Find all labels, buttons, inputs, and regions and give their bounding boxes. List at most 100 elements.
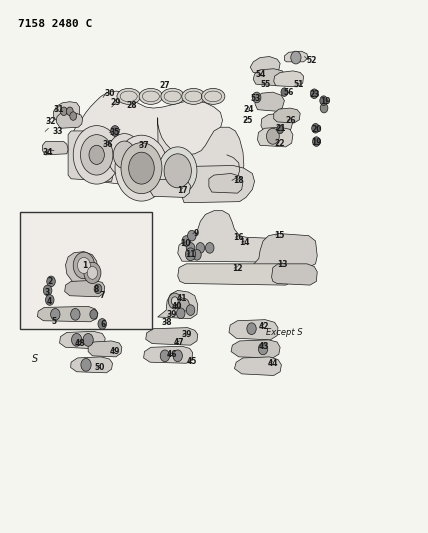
Polygon shape (144, 346, 193, 364)
Polygon shape (158, 290, 198, 319)
Text: 18: 18 (233, 176, 244, 185)
Polygon shape (54, 102, 80, 120)
Circle shape (129, 152, 154, 184)
Circle shape (253, 92, 261, 103)
Text: 30: 30 (104, 88, 115, 98)
Text: 51: 51 (293, 79, 303, 88)
Text: 41: 41 (177, 294, 187, 303)
Polygon shape (68, 91, 240, 188)
Text: 8: 8 (94, 285, 99, 294)
Text: 5: 5 (52, 317, 57, 326)
Ellipse shape (139, 88, 163, 104)
Circle shape (115, 135, 168, 201)
Polygon shape (272, 264, 317, 285)
Text: 16: 16 (234, 233, 244, 242)
Text: 25: 25 (242, 116, 253, 125)
Circle shape (81, 359, 91, 371)
Polygon shape (252, 233, 317, 268)
Text: 43: 43 (259, 342, 270, 351)
Polygon shape (65, 252, 98, 282)
Text: 40: 40 (172, 302, 182, 311)
Circle shape (113, 141, 136, 168)
Text: 29: 29 (110, 98, 121, 107)
Bar (20, 212, 152, 329)
Circle shape (193, 249, 201, 260)
Circle shape (310, 89, 318, 99)
Circle shape (70, 112, 77, 120)
Polygon shape (178, 211, 291, 262)
Text: 47: 47 (174, 338, 185, 347)
Text: 28: 28 (126, 101, 137, 110)
Text: 39: 39 (181, 330, 191, 339)
Polygon shape (255, 92, 284, 111)
Polygon shape (229, 320, 278, 340)
Circle shape (47, 276, 55, 287)
Polygon shape (88, 341, 122, 357)
Circle shape (281, 88, 288, 96)
Polygon shape (42, 142, 68, 155)
Text: 52: 52 (306, 56, 316, 64)
Polygon shape (209, 173, 243, 193)
Circle shape (320, 103, 328, 113)
Polygon shape (176, 165, 255, 203)
Circle shape (71, 334, 82, 346)
Polygon shape (250, 56, 280, 74)
Circle shape (83, 334, 93, 346)
Polygon shape (274, 71, 303, 87)
Text: 27: 27 (160, 81, 170, 90)
Circle shape (84, 262, 101, 284)
Circle shape (164, 154, 191, 188)
Text: 55: 55 (260, 79, 270, 88)
Text: 6: 6 (101, 320, 106, 329)
Circle shape (185, 248, 196, 261)
Circle shape (60, 107, 67, 116)
Ellipse shape (182, 88, 205, 104)
Circle shape (94, 284, 102, 294)
Circle shape (182, 236, 190, 246)
Polygon shape (231, 340, 280, 358)
Circle shape (168, 293, 181, 309)
Polygon shape (261, 114, 293, 133)
Polygon shape (274, 108, 300, 123)
Text: 38: 38 (161, 318, 172, 327)
Text: 35: 35 (110, 128, 120, 137)
Circle shape (77, 257, 90, 273)
Circle shape (107, 134, 142, 176)
Text: 50: 50 (95, 363, 105, 372)
Polygon shape (284, 51, 308, 62)
Circle shape (171, 297, 178, 305)
Circle shape (90, 310, 98, 319)
Text: 33: 33 (52, 127, 62, 136)
Polygon shape (68, 131, 114, 181)
Text: 4: 4 (46, 297, 51, 306)
Polygon shape (56, 114, 83, 128)
Text: 19: 19 (311, 138, 321, 147)
Circle shape (80, 135, 113, 175)
Text: 3: 3 (44, 287, 49, 296)
Circle shape (179, 298, 189, 311)
Text: 53: 53 (250, 94, 261, 103)
Circle shape (187, 230, 196, 241)
Circle shape (320, 96, 327, 106)
Text: 1: 1 (82, 261, 87, 270)
Polygon shape (258, 127, 293, 147)
Circle shape (73, 126, 120, 184)
Polygon shape (178, 264, 294, 285)
Circle shape (73, 252, 95, 279)
Text: 49: 49 (110, 346, 120, 356)
Circle shape (45, 295, 54, 305)
Circle shape (87, 266, 98, 279)
Text: 54: 54 (256, 70, 266, 79)
Text: 26: 26 (285, 116, 296, 125)
Text: 46: 46 (166, 350, 177, 359)
Circle shape (205, 243, 214, 253)
Text: 19: 19 (320, 97, 330, 106)
Text: 24: 24 (243, 104, 254, 114)
Text: 7: 7 (99, 290, 104, 300)
Circle shape (277, 125, 283, 134)
Text: 7158 2480 C: 7158 2480 C (18, 19, 92, 29)
Circle shape (51, 309, 60, 320)
Circle shape (291, 51, 301, 64)
Circle shape (71, 309, 80, 320)
Text: 48: 48 (75, 338, 86, 348)
